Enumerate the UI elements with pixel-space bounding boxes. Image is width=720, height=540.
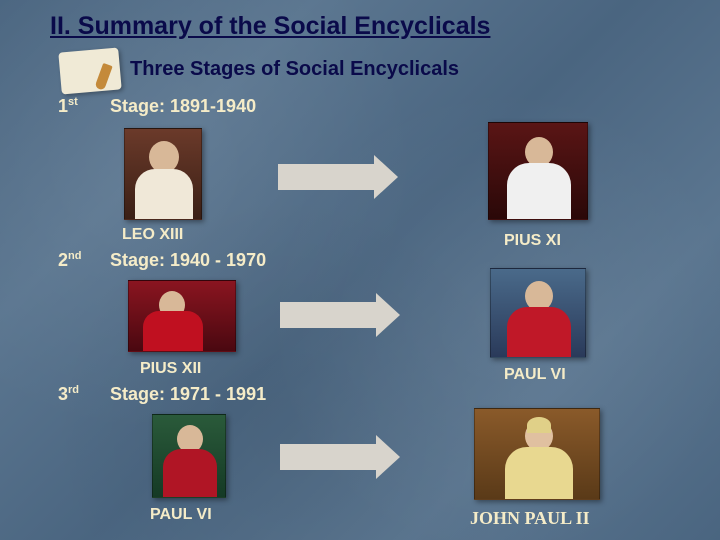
pope-name-pius-xii: PIUS XII <box>140 360 201 378</box>
stage-1-ordinal: 1st <box>58 96 78 117</box>
arrow-icon <box>278 164 378 190</box>
stage-2-label: Stage: 1940 - 1970 <box>110 250 266 271</box>
pope-name-paul-vi-b: PAUL VI <box>150 506 212 524</box>
portrait-paul-vi-b <box>152 414 226 498</box>
pope-name-pius-xi: PIUS XI <box>504 232 561 250</box>
portrait-paul-vi-a <box>490 268 586 358</box>
page-title: II. Summary of the Social Encyclicals <box>50 12 490 41</box>
pope-name-john-paul-ii: JOHN PAUL II <box>470 508 590 529</box>
pope-name-paul-vi-a: PAUL VI <box>504 366 566 384</box>
arrow-icon <box>280 444 380 470</box>
stage-2-ordinal: 2nd <box>58 250 81 271</box>
stage-1-label: Stage: 1891-1940 <box>110 96 256 117</box>
arrow-icon <box>280 302 380 328</box>
portrait-pius-xii <box>128 280 236 352</box>
stage-3-ordinal: 3rd <box>58 384 79 405</box>
pope-name-leo-xiii: LEO XIII <box>122 226 183 244</box>
portrait-pius-xi <box>488 122 588 220</box>
portrait-john-paul-ii <box>474 408 600 500</box>
book-pen-icon <box>58 47 121 94</box>
portrait-leo-xiii <box>124 128 202 220</box>
stage-3-label: Stage: 1971 - 1991 <box>110 384 266 405</box>
subtitle: Three Stages of Social Encyclicals <box>130 58 459 81</box>
